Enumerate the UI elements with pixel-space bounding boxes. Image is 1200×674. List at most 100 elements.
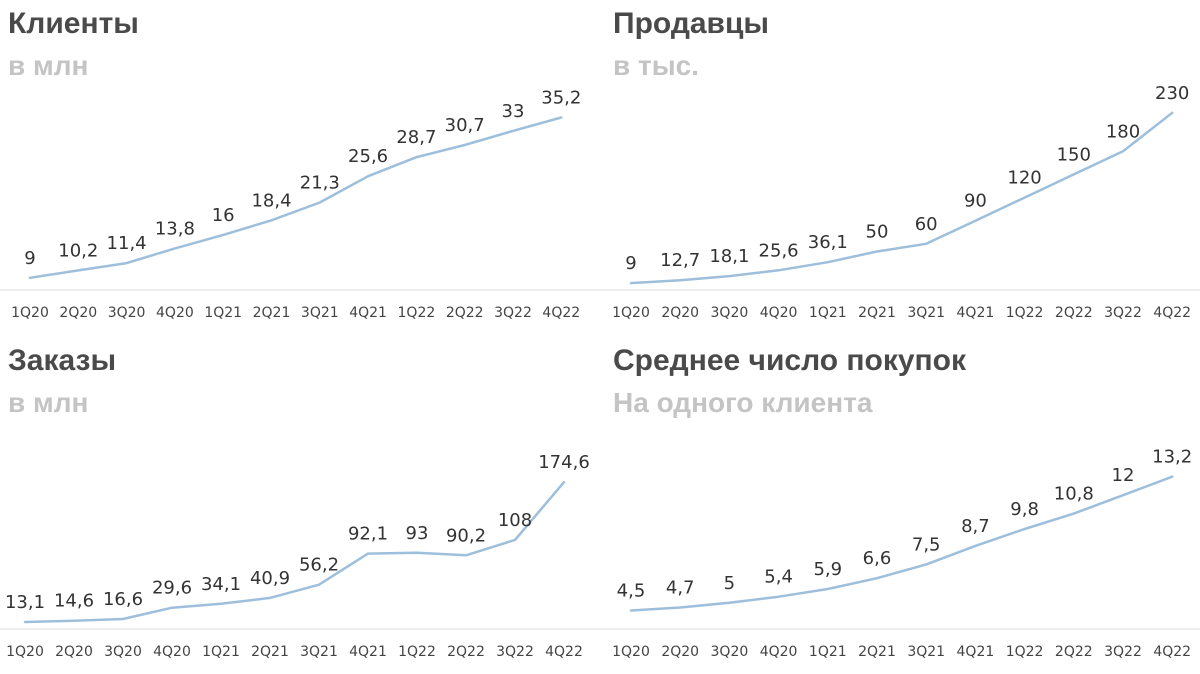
- x-tick-label: 3Q22: [496, 644, 534, 660]
- data-label: 18,1: [709, 246, 749, 267]
- x-tick-label: 3Q21: [907, 305, 945, 321]
- data-label: 90: [964, 191, 987, 212]
- x-tick-label: 2Q22: [446, 305, 484, 321]
- chart-panel-sellers: Продавцы в тыс. 9 12,7 18,1 25,6 36,1 50 60 90 1…: [600, 0, 1200, 337]
- data-label: 36,1: [808, 232, 848, 253]
- data-label: 11,4: [107, 233, 147, 254]
- data-label: 93: [406, 523, 429, 544]
- data-label: 90,2: [446, 525, 486, 546]
- data-label: 40,9: [250, 568, 290, 589]
- line-chart-clients: 9 10,2 11,4 13,8 16 18,4 21,3 25,6 28,7 30,7 33 35,…: [0, 87, 600, 321]
- x-tick-label: 2Q21: [253, 305, 291, 321]
- x-tick-label: 3Q22: [1104, 305, 1142, 321]
- data-label: 33: [502, 101, 525, 122]
- chart-subtitle: в млн: [8, 50, 89, 81]
- x-tick-label: 4Q20: [760, 644, 798, 660]
- data-label: 9,8: [1010, 499, 1039, 520]
- chart-title: Продавцы: [613, 7, 770, 40]
- chart-title: Клиенты: [8, 7, 139, 40]
- data-label: 150: [1057, 144, 1091, 165]
- data-label: 56,2: [299, 555, 339, 576]
- data-label: 5,4: [764, 567, 793, 588]
- x-tick-label: 2Q21: [251, 644, 289, 660]
- x-tick-label: 2Q20: [661, 644, 699, 660]
- x-tick-label: 2Q20: [59, 305, 97, 321]
- data-label: 30,7: [445, 115, 485, 136]
- data-label: 5: [724, 573, 735, 594]
- data-label: 25,6: [348, 146, 388, 167]
- line-chart-orders: 13,1 14,6 16,6 29,6 34,1 40,9 56,2 92,1 93 90,2 10…: [0, 452, 600, 660]
- x-tick-label: 1Q20: [612, 305, 650, 321]
- data-label: 16,6: [103, 589, 143, 610]
- data-label: 8,7: [961, 516, 990, 537]
- x-tick-label: 1Q21: [202, 644, 240, 660]
- data-label: 29,6: [152, 578, 192, 599]
- x-tick-label: 3Q22: [1104, 644, 1142, 660]
- x-tick-label: 4Q22: [1153, 305, 1191, 321]
- data-label: 16: [212, 205, 235, 226]
- data-label: 25,6: [759, 240, 799, 261]
- x-tick-label: 1Q21: [204, 305, 242, 321]
- data-label: 9: [24, 248, 35, 269]
- x-tick-label: 1Q20: [6, 644, 44, 660]
- x-tick-label: 4Q22: [1153, 644, 1191, 660]
- x-tick-label: 3Q21: [301, 305, 339, 321]
- data-label: 7,5: [912, 534, 941, 555]
- data-label: 13,1: [5, 592, 45, 613]
- chart-panel-purchases: Среднее число покупок На одного клиента …: [600, 337, 1200, 674]
- x-tick-label: 3Q21: [300, 644, 338, 660]
- x-tick-label: 1Q22: [398, 644, 436, 660]
- data-label: 180: [1106, 121, 1140, 142]
- x-tick-label: 1Q22: [1006, 305, 1044, 321]
- x-tick-label: 2Q20: [661, 305, 699, 321]
- data-label: 34,1: [201, 574, 241, 595]
- x-tick-label: 4Q20: [156, 305, 194, 321]
- x-tick-label: 1Q22: [1006, 644, 1044, 660]
- x-tick-label: 2Q22: [1055, 644, 1093, 660]
- data-label: 10,2: [58, 240, 98, 261]
- chart-panel-orders: Заказы в млн 13,1 14,6 16,6 29,6 34,1 40,9 56,…: [0, 337, 600, 674]
- x-tick-label: 1Q22: [398, 305, 436, 321]
- x-tick-label: 2Q22: [1055, 305, 1093, 321]
- series-line: [28, 116, 563, 280]
- data-label: 18,4: [251, 190, 291, 211]
- x-tick-label: 3Q20: [711, 644, 749, 660]
- data-label: 174,6: [538, 452, 590, 473]
- line-chart-purchases: 4,5 4,7 5 5,4 5,9 6,6 7,5 8,7 9,8 10,8 12 13,2 1Q20 2…: [600, 447, 1200, 660]
- data-label: 230: [1155, 83, 1189, 104]
- x-tick-label: 1Q20: [11, 305, 49, 321]
- x-tick-label: 4Q21: [957, 644, 995, 660]
- chart-subtitle: На одного клиента: [613, 387, 873, 418]
- data-label: 4,5: [617, 581, 646, 602]
- chart-title: Среднее число покупок: [613, 344, 967, 377]
- data-label: 5,9: [813, 559, 842, 580]
- data-label: 50: [866, 221, 889, 242]
- x-tick-label: 4Q20: [760, 305, 798, 321]
- x-tick-label: 4Q21: [349, 644, 387, 660]
- series-line: [629, 475, 1174, 612]
- data-label: 28,7: [396, 127, 436, 148]
- x-tick-label: 2Q22: [447, 644, 485, 660]
- series-line: [23, 480, 566, 624]
- data-label: 108: [498, 510, 532, 531]
- x-tick-label: 1Q21: [809, 644, 847, 660]
- data-label: 14,6: [54, 591, 94, 612]
- data-label: 10,8: [1054, 484, 1094, 505]
- data-label: 21,3: [300, 173, 340, 194]
- x-tick-label: 4Q20: [153, 644, 191, 660]
- x-tick-label: 4Q22: [545, 644, 583, 660]
- data-label: 4,7: [666, 577, 695, 598]
- chart-subtitle: в тыс.: [613, 50, 699, 81]
- data-label: 9: [625, 253, 636, 274]
- data-label: 60: [915, 214, 938, 235]
- data-label: 6,6: [863, 548, 892, 569]
- x-tick-label: 3Q20: [104, 644, 142, 660]
- x-tick-label: 4Q22: [542, 305, 580, 321]
- line-chart-sellers: 9 12,7 18,1 25,6 36,1 50 60 90 120 150 180 230 1Q20 2…: [600, 83, 1200, 321]
- x-tick-label: 2Q20: [55, 644, 93, 660]
- data-label: 92,1: [348, 524, 388, 545]
- chart-subtitle: в млн: [8, 387, 89, 418]
- series-line: [629, 111, 1174, 285]
- x-tick-label: 3Q22: [494, 305, 532, 321]
- x-tick-label: 3Q21: [907, 644, 945, 660]
